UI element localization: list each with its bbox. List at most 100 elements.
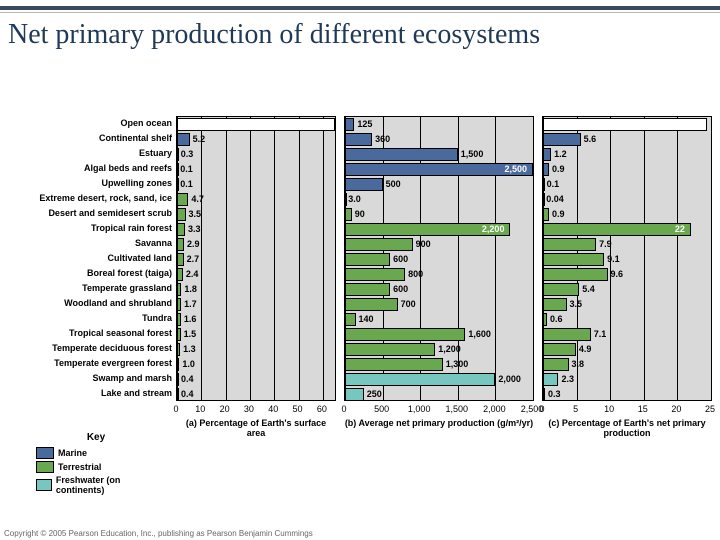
bar-value-label: 0.1	[547, 177, 560, 192]
legend-label: Marine	[58, 448, 87, 458]
bar	[543, 388, 545, 401]
bar-value-label: 2.7	[187, 252, 200, 267]
gridline	[274, 117, 275, 400]
axis-tick-label: 20	[220, 404, 230, 414]
gridline	[533, 117, 534, 400]
legend-swatch	[36, 479, 52, 491]
gridline	[226, 117, 227, 400]
bar	[543, 133, 581, 146]
bar	[543, 178, 545, 191]
axis-tick-label: 40	[268, 404, 278, 414]
bar	[345, 373, 495, 386]
bar-value-label: 0.6	[550, 312, 563, 327]
bar-value-label: 7.9	[599, 237, 612, 252]
bar-value-label: 0.4	[181, 387, 194, 402]
bar	[345, 328, 465, 341]
category-label: Tundra	[142, 311, 172, 326]
bar	[177, 178, 179, 191]
bar	[177, 373, 179, 386]
axis-tick-label: 5	[573, 404, 578, 414]
category-label: Continental shelf	[99, 131, 172, 146]
bar-value-label: 9.6	[611, 267, 624, 282]
title-rule-double	[0, 6, 720, 10]
bar	[345, 133, 372, 146]
bar	[543, 148, 551, 161]
bar	[177, 313, 181, 326]
category-label: Tropical rain forest	[91, 221, 172, 236]
bar	[345, 178, 383, 191]
bar	[543, 358, 569, 371]
bar-value-label: 2.3	[561, 372, 574, 387]
bar	[543, 208, 549, 221]
bar-value-label: 1,300	[446, 357, 469, 372]
axis-tick-label: 1,000	[408, 404, 431, 414]
bar	[543, 343, 576, 356]
bar-value-label: 7.1	[594, 327, 607, 342]
bar-value-label: 0.3	[181, 147, 194, 162]
bar-value-label: 1.3	[183, 342, 196, 357]
bar	[345, 193, 347, 206]
bar	[177, 148, 179, 161]
bar-value-label: 600	[393, 252, 408, 267]
category-label: Cultivated land	[107, 251, 172, 266]
bar	[177, 343, 180, 356]
bar	[543, 193, 545, 206]
category-label: Estuary	[139, 146, 172, 161]
bar-value-label: 3.5	[570, 297, 583, 312]
bar-value-label: 5.6	[584, 132, 597, 147]
bar-value-label: 0.9	[552, 207, 565, 222]
bar-value-label: 9.1	[607, 252, 620, 267]
legend-swatch	[36, 447, 54, 459]
legend-swatch	[36, 461, 54, 473]
bar-value-label: 360	[375, 132, 390, 147]
bar	[543, 268, 608, 281]
bar	[345, 148, 458, 161]
bar	[345, 358, 443, 371]
legend-title: Key	[36, 432, 156, 443]
category-label: Open ocean	[120, 116, 172, 131]
axis-caption-b: (b) Average net primary production (g/m²…	[344, 418, 534, 428]
axis-tick-label: 15	[638, 404, 648, 414]
bar	[543, 298, 567, 311]
gridline	[201, 117, 202, 400]
bar-value-label: 0.4	[181, 372, 194, 387]
bar-value-label: 2,200	[482, 222, 505, 237]
bar-value-label: 3.5	[189, 207, 202, 222]
bar-value-label: 1,200	[438, 342, 461, 357]
bar-value-label: 1,500	[461, 147, 484, 162]
bar	[543, 283, 579, 296]
bar	[543, 238, 596, 251]
bar-value-label: 500	[386, 177, 401, 192]
legend-item: Terrestrial	[36, 461, 156, 473]
bar	[345, 208, 352, 221]
category-label: Tropical seasonal forest	[69, 326, 172, 341]
bar	[345, 118, 354, 131]
bar-value-label: 125	[357, 117, 372, 132]
category-label: Boreal forest (taiga)	[87, 266, 172, 281]
bar	[345, 268, 405, 281]
legend-label: Terrestrial	[58, 462, 101, 472]
bar-value-label: 0.3	[548, 387, 561, 402]
axis-tick-label: 0	[173, 404, 178, 414]
bar	[543, 253, 604, 266]
legend-label: Freshwater (on continents)	[56, 475, 156, 495]
bar-value-label: 800	[408, 267, 423, 282]
category-label: Swamp and marsh	[92, 371, 172, 386]
gridline	[644, 117, 645, 400]
bar	[177, 208, 186, 221]
gridline	[323, 117, 324, 400]
bar-value-label: 0.9	[552, 162, 565, 177]
bar	[345, 298, 398, 311]
bar	[177, 388, 179, 401]
category-label: Upwelling zones	[101, 176, 172, 191]
bar	[177, 133, 190, 146]
chart-panel-c: 24.45.61.20.90.10.040.9227.99.19.65.43.5…	[542, 116, 712, 401]
bar	[177, 328, 181, 341]
bar	[177, 223, 185, 236]
axis-tick-label: 10	[604, 404, 614, 414]
legend: Key Marine Terrestrial Freshwater (on cont…	[36, 432, 156, 497]
bar-value-label: 600	[393, 282, 408, 297]
category-label: Savanna	[135, 236, 172, 251]
axis-tick-label: 0	[341, 404, 346, 414]
category-label: Woodland and shrubland	[64, 296, 172, 311]
